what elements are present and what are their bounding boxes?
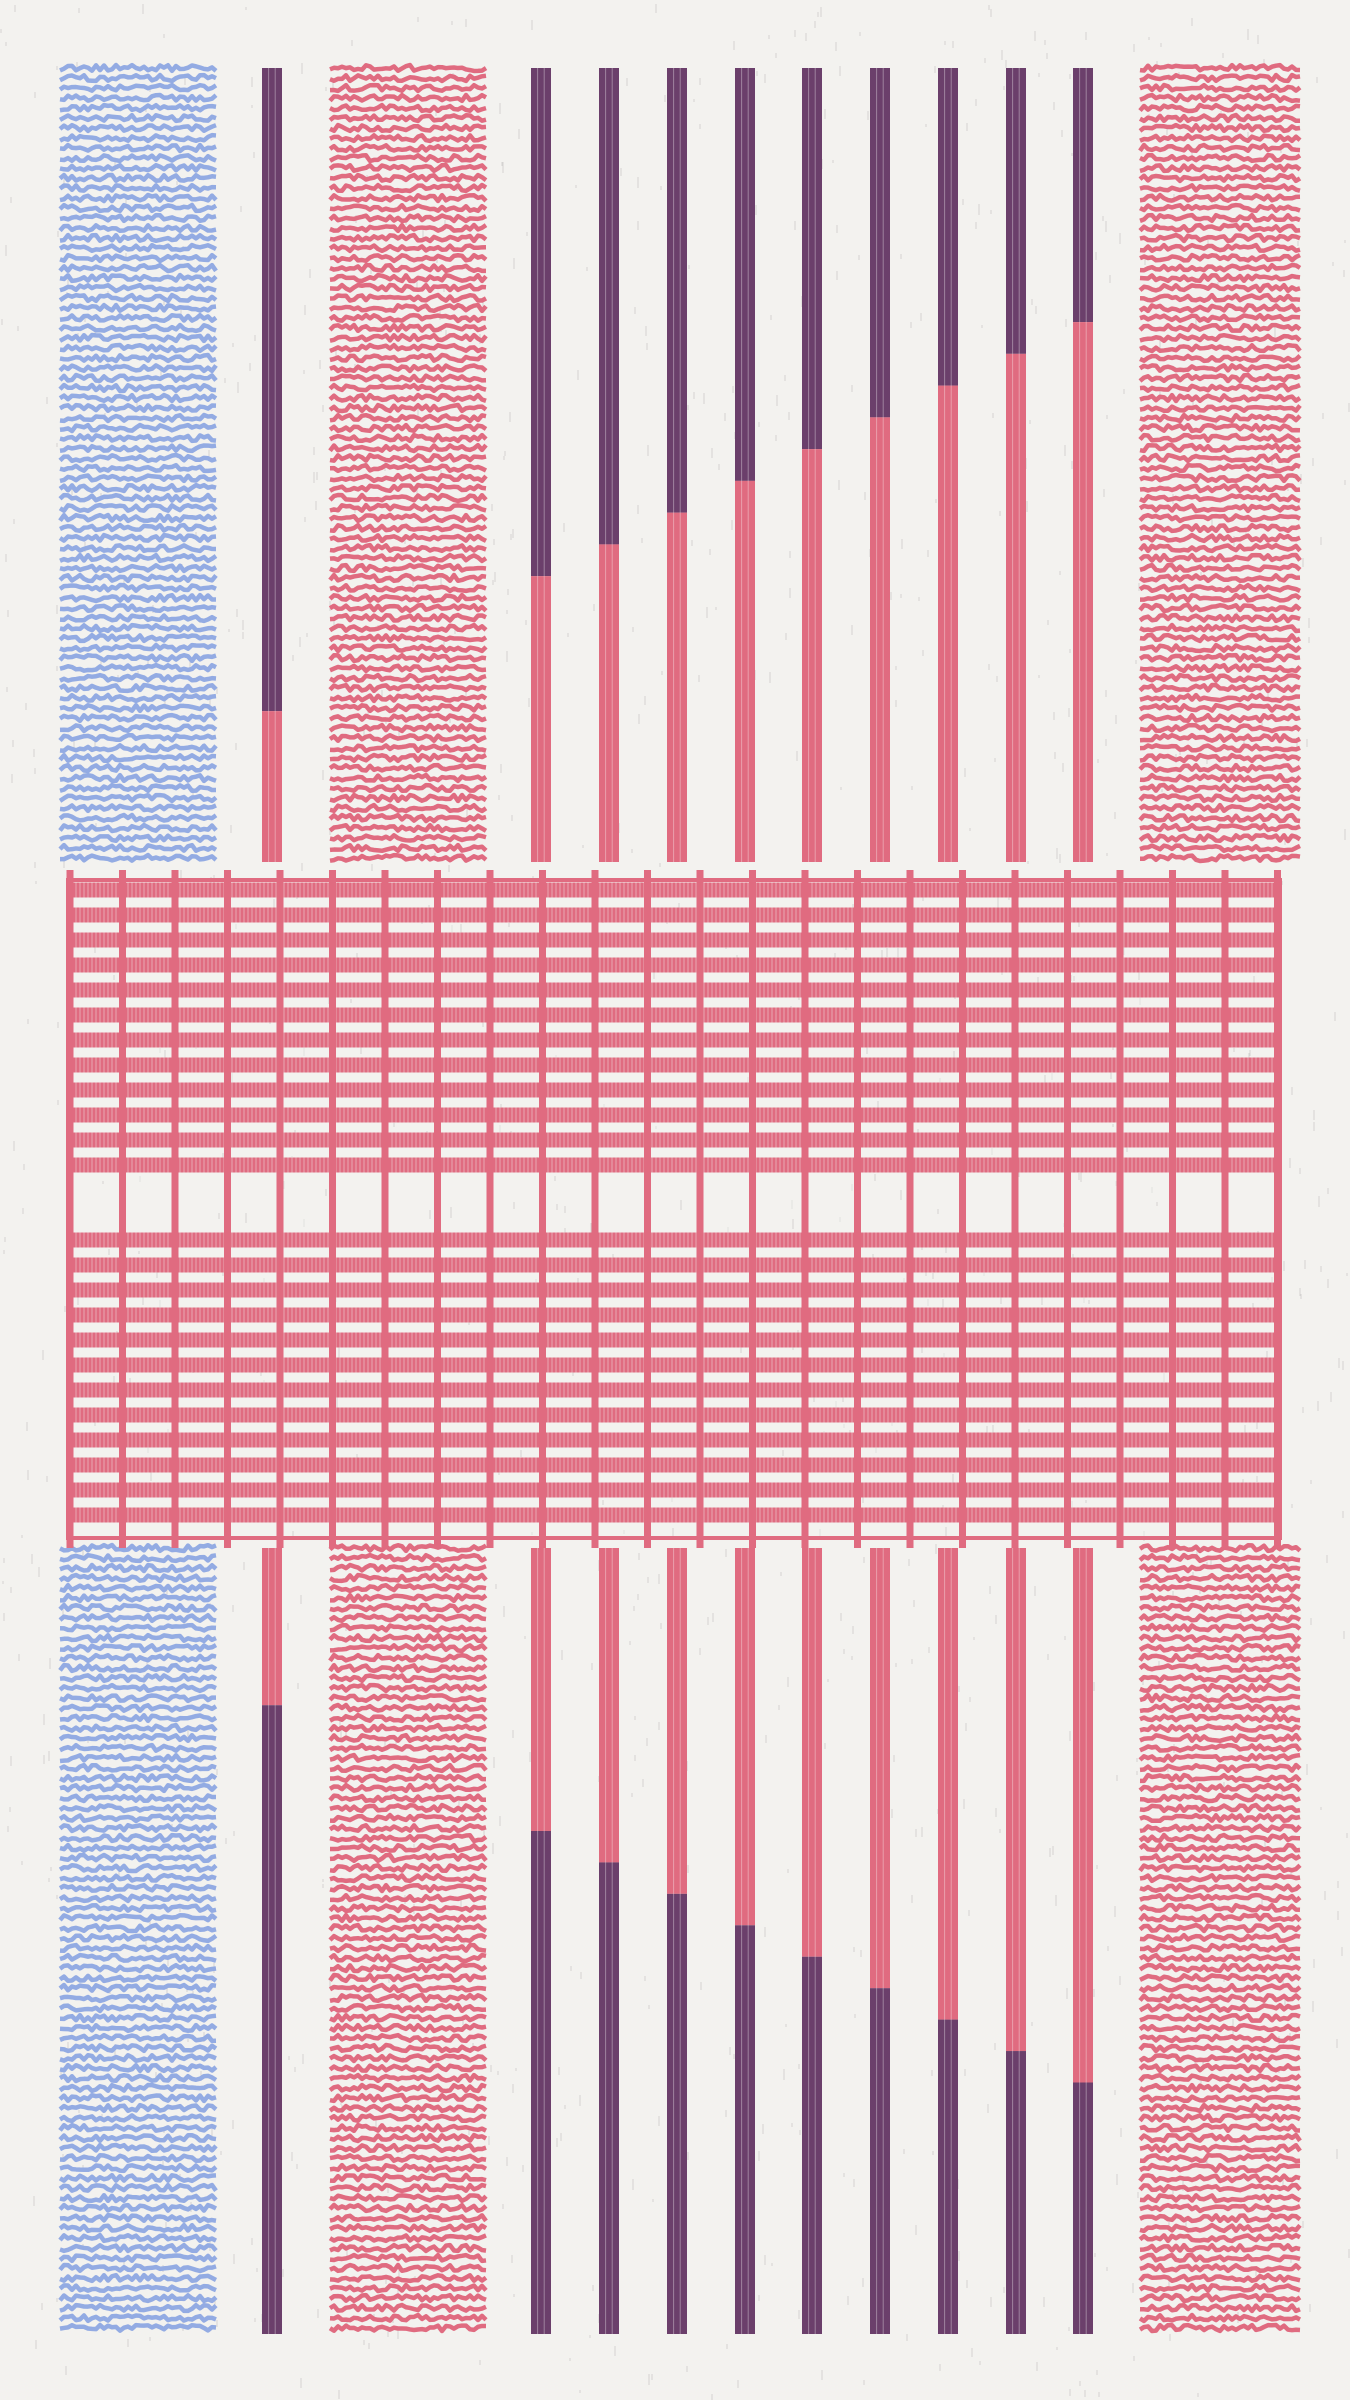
- pink-hatched-panel-center-bottom: [328, 1542, 488, 2334]
- top-stripe-group: [58, 62, 1302, 864]
- bicolor-rod-6-top: [802, 68, 822, 862]
- pink-woven-grid-band: [66, 870, 1282, 1548]
- bicolor-rod-7-bottom: [870, 1548, 890, 2334]
- bicolor-rod-3-top: [599, 68, 619, 862]
- bicolor-rod-4-top: [667, 68, 687, 862]
- bicolor-rod-5-top-upper-segment: [735, 68, 755, 481]
- bicolor-rod-7-top-lower-segment: [870, 417, 890, 862]
- bicolor-rod-6-top-lower-segment: [802, 449, 822, 862]
- bicolor-rod-5-top-lower-segment: [735, 480, 755, 862]
- weft-bars: [68, 882, 1280, 1523]
- bicolor-rod-6-bottom: [802, 1548, 822, 2334]
- band-frame: [66, 878, 1282, 1540]
- bicolor-rod-9-top-lower-segment: [1006, 353, 1026, 862]
- bicolor-rod-7-bottom-upper-segment: [870, 1548, 890, 1989]
- bicolor-rod-8-top-lower-segment: [938, 385, 958, 862]
- bicolor-rod-1-bottom-upper-segment: [262, 1548, 282, 1706]
- bicolor-rod-2-bottom-upper-segment: [531, 1548, 551, 1831]
- pink-hatched-panel-center-top: [328, 62, 488, 863]
- bicolor-rod-7-top: [870, 68, 890, 862]
- bicolor-rod-3-bottom-upper-segment: [599, 1548, 619, 1863]
- bicolor-rod-1-top: [262, 68, 282, 862]
- bicolor-rod-6-bottom-upper-segment: [802, 1548, 822, 1957]
- bicolor-rod-5-bottom-upper-segment: [735, 1548, 755, 1926]
- bicolor-rod-8-top: [938, 68, 958, 862]
- bicolor-rod-7-bottom-lower-segment: [870, 1988, 890, 2334]
- bicolor-rod-10-top-upper-segment: [1073, 68, 1093, 323]
- bicolor-rod-4-bottom-upper-segment: [667, 1548, 687, 1894]
- bicolor-rod-2-bottom-lower-segment: [531, 1830, 551, 2334]
- bicolor-rod-1-bottom-lower-segment: [262, 1705, 282, 2334]
- bicolor-rod-4-bottom: [667, 1548, 687, 2334]
- bicolor-rod-5-bottom: [735, 1548, 755, 2334]
- blue-hatched-panel-left-top: [58, 62, 218, 863]
- bicolor-rod-9-bottom: [1006, 1548, 1026, 2334]
- blue-hatched-panel-left-bottom: [58, 1542, 218, 2333]
- bicolor-rod-1-bottom: [262, 1548, 282, 2334]
- bicolor-rod-8-top-upper-segment: [938, 68, 958, 386]
- bicolor-rod-8-bottom-lower-segment: [938, 2019, 958, 2334]
- bicolor-rod-10-top-lower-segment: [1073, 322, 1093, 863]
- bicolor-rod-6-bottom-lower-segment: [802, 1956, 822, 2334]
- bicolor-rod-7-top-upper-segment: [870, 68, 890, 418]
- bicolor-rod-1-top-lower-segment: [262, 711, 282, 862]
- bicolor-rod-10-top: [1073, 68, 1093, 863]
- bicolor-rod-9-bottom-upper-segment: [1006, 1548, 1026, 2052]
- bicolor-rod-6-top-upper-segment: [802, 68, 822, 450]
- pink-hatched-panel-right-bottom: [1138, 1543, 1302, 2334]
- bicolor-rod-4-top-upper-segment: [667, 68, 687, 513]
- bicolor-rod-4-bottom-lower-segment: [667, 1893, 687, 2334]
- bicolor-rod-10-bottom: [1073, 1548, 1093, 2334]
- bicolor-rod-2-top: [531, 68, 551, 862]
- bicolor-rod-5-top: [735, 68, 755, 862]
- bicolor-rod-9-top: [1006, 68, 1026, 862]
- bicolor-rod-8-bottom: [938, 1548, 958, 2334]
- bicolor-rod-3-top-lower-segment: [599, 544, 619, 862]
- bicolor-rod-1-top-upper-segment: [262, 68, 282, 712]
- bicolor-rod-3-bottom: [599, 1548, 619, 2334]
- bicolor-rod-10-bottom-upper-segment: [1073, 1548, 1093, 2083]
- bicolor-rod-2-top-upper-segment: [531, 68, 551, 577]
- bottom-stripe-group: [58, 1542, 1302, 2334]
- pink-hatched-panel-right-top: [1138, 62, 1302, 864]
- bicolor-rod-9-bottom-lower-segment: [1006, 2051, 1026, 2334]
- bicolor-rod-2-bottom: [531, 1548, 551, 2334]
- bicolor-rod-10-bottom-lower-segment: [1073, 2082, 1093, 2334]
- bicolor-rod-5-bottom-lower-segment: [735, 1925, 755, 2334]
- bicolor-rod-3-bottom-lower-segment: [599, 1862, 619, 2334]
- central-woven-band: [66, 870, 1282, 1548]
- bicolor-rod-2-top-lower-segment: [531, 576, 551, 862]
- bicolor-rod-9-top-upper-segment: [1006, 68, 1026, 354]
- bicolor-rod-4-top-lower-segment: [667, 512, 687, 862]
- bicolor-rod-8-bottom-upper-segment: [938, 1548, 958, 2020]
- bicolor-rod-3-top-upper-segment: [599, 68, 619, 545]
